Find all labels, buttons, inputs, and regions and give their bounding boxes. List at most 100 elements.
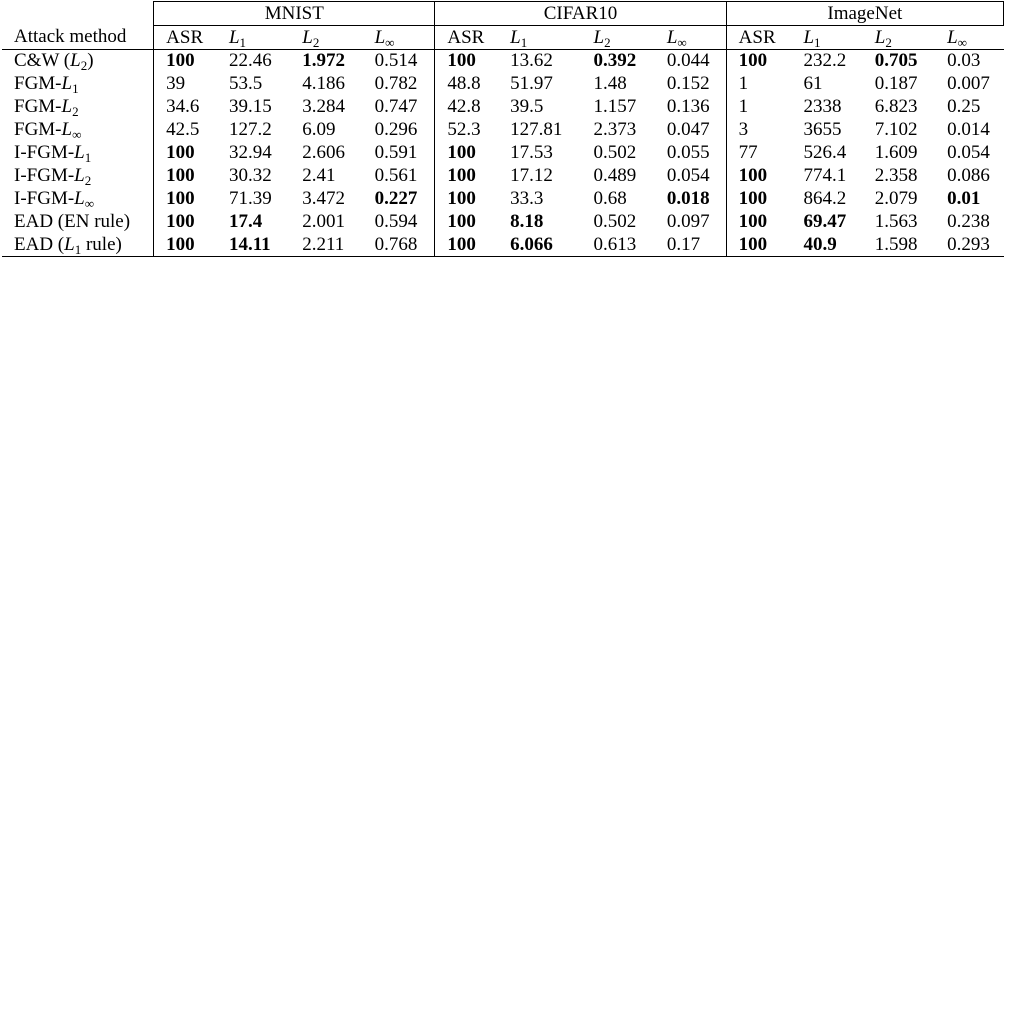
attack-method-cell: I-FGM-L1 [2,142,154,165]
value-cell-mnist-l1: 30.32 [228,164,272,186]
metric-header-cifar10-asr: ASR [434,25,499,50]
value-cell-cifar10-asr: 42.8 [434,95,499,119]
metric-header-cifar10-linf: L∞ [654,25,727,50]
table-row: FGM-L∞ 42.5 127.2 6.09 0.296 52.3 127.81 2.373 0… [2,118,1004,142]
value-cell-cifar10-asr: 100 [434,164,499,188]
method-norm-subscript: 2 [72,104,79,120]
metric-header-mnist-l1: L1 [216,25,291,50]
value-cell-imagenet-l1: 40.9 [791,233,863,258]
value-cell-cifar10-l2: 0.502 [593,142,637,163]
value-cell-imagenet-linf: 0.007 [947,73,990,95]
value-cell-cifar10-l1: 39.5 [510,96,544,118]
attack-method-cell: I-FGM-L2 [2,164,154,187]
method-name-prefix: EAD (EN rule) [14,210,131,232]
table-row: C&W (L2) 100 22.46 1.972 0.514 100 13.62 0.392 0… [2,49,1004,73]
dataset-header-mnist: MNIST [153,1,435,26]
value-cell-cifar10-linf: 0.054 [666,164,710,186]
value-cell-mnist-l2: 2.41 [302,164,336,186]
method-name-prefix: I-FGM- [14,164,75,186]
value-cell-cifar10-l2: 0.489 [593,164,637,186]
method-norm-symbol: L [64,233,75,255]
metric-subscript: ∞ [957,34,967,50]
value-cell-mnist-linf: 0.782 [374,73,418,95]
metric-symbol: L [374,26,386,48]
results-table-container: MNIST CIFAR10 ImageNet Attack method ASR… [2,1,1005,258]
value-cell-imagenet-asr: 1 [725,95,792,119]
value-cell-mnist-l1: 14.11 [216,233,291,258]
value-cell-cifar10-linf: 0.136 [666,96,710,118]
value-cell-mnist-l2: 2.606 [302,142,346,163]
value-cell-cifar10-l2: 1.157 [593,96,637,118]
metric-symbol: L [302,26,313,48]
value-cell-imagenet-l1: 2338 [803,96,842,118]
value-cell-cifar10-l2: 0.613 [581,233,655,258]
value-cell-cifar10-linf: 0.044 [666,50,710,72]
metric-symbol: L [228,26,240,48]
metric-header-row: Attack method ASR L1 L2 L∞ ASR L1 L2 L∞ ASR L1 L2 L… [2,25,1004,50]
value-cell-mnist-l2: 3.284 [302,96,346,118]
value-cell-imagenet-l2: 0.705 [874,50,918,72]
value-cell-imagenet-l2: 1.609 [874,142,918,163]
value-cell-imagenet-l1: 61 [803,73,823,95]
method-norm-subscript: 1 [74,241,82,257]
metric-subscript: 2 [312,34,320,50]
value-cell-imagenet-l2: 1.563 [874,210,918,232]
value-cell-mnist-l2: 2.001 [302,210,346,232]
method-name-prefix: I-FGM- [14,142,75,163]
dataset-header-imagenet: ImageNet [725,1,1005,26]
value-cell-imagenet-linf: 0.03 [947,50,981,72]
method-name-suffix: ) [87,50,94,72]
value-cell-imagenet-asr: 3 [725,118,792,142]
metric-header-mnist-asr: ASR [153,25,217,50]
metric-subscript: 2 [604,34,611,50]
method-name-suffix: rule) [81,233,122,255]
value-cell-mnist-asr: 39 [153,72,217,96]
value-cell-mnist-asr: 100 [153,164,217,188]
value-cell-imagenet-l1: 3655 [803,119,842,141]
metric-header-imagenet-asr: ASR [725,25,792,50]
metric-subscript: 1 [814,34,821,50]
method-norm-symbol: L [61,119,73,141]
value-cell-cifar10-linf: 0.152 [666,73,710,95]
value-cell-mnist-l1: 71.39 [228,187,272,209]
metric-header-cifar10-l2: L2 [581,25,655,50]
value-cell-mnist-l2: 4.186 [302,73,346,95]
value-cell-mnist-asr: 100 [153,141,217,165]
value-cell-imagenet-asr: 1 [725,72,792,96]
attack-results-table: MNIST CIFAR10 ImageNet Attack method ASR… [2,1,1005,258]
metric-subscript: 1 [520,34,528,50]
value-cell-cifar10-l2: 0.68 [593,187,627,209]
value-cell-cifar10-l1: 17.12 [510,164,553,186]
value-cell-mnist-l1: 39.15 [228,96,272,118]
value-cell-cifar10-asr: 100 [434,233,499,258]
method-name-prefix: C&W ( [14,50,71,72]
value-cell-imagenet-linf: 0.054 [947,142,990,163]
value-cell-imagenet-l1: 232.2 [803,50,847,72]
metric-subscript: 2 [885,34,892,50]
value-cell-cifar10-linf: 0.097 [666,210,710,232]
value-cell-cifar10-l1: 8.18 [510,210,544,232]
value-cell-cifar10-linf: 0.047 [666,119,710,141]
metric-symbol: L [510,26,521,48]
value-cell-imagenet-l1: 774.1 [803,164,847,186]
value-cell-imagenet-asr: 100 [725,49,792,73]
value-cell-mnist-l2: 3.472 [302,187,346,209]
value-cell-imagenet-l2: 2.358 [874,164,918,186]
metric-subscript: 1 [239,34,247,50]
value-cell-cifar10-l2: 1.48 [593,73,627,95]
value-cell-mnist-asr: 42.5 [153,118,217,142]
table-row: FGM-L2 34.6 39.15 3.284 0.747 42.8 39.5 1.157 0.… [2,95,1004,120]
table-row: I-FGM-L1 100 32.94 2.606 0.591 100 17.53 0.502 0… [2,141,1004,165]
value-cell-cifar10-asr: 100 [434,141,499,165]
metric-symbol: L [947,26,958,48]
value-cell-mnist-l1: 17.4 [228,210,263,232]
value-cell-imagenet-l2: 6.823 [874,96,918,118]
metric-header-mnist-linf: L∞ [362,25,435,50]
value-cell-cifar10-l1: 13.62 [510,50,553,72]
value-cell-mnist-l1: 127.2 [228,119,272,141]
value-cell-cifar10-l2: 0.502 [593,210,637,232]
value-cell-cifar10-asr: 100 [434,187,499,211]
value-cell-mnist-linf: 0.768 [362,233,435,258]
header-corner [2,2,154,26]
value-cell-imagenet-l2: 0.187 [874,73,918,95]
